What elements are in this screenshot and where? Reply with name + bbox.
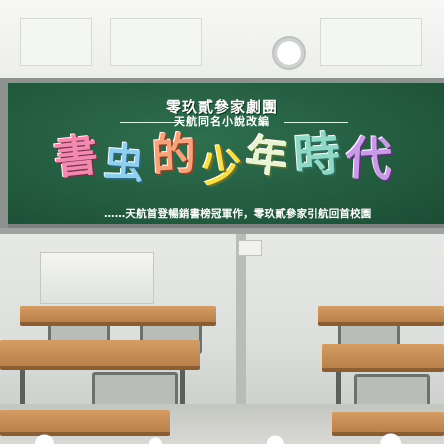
desk xyxy=(0,340,200,370)
title-char: 的 xyxy=(150,128,198,183)
tagline: ……天航首登暢銷書榜冠軍作，零玖貳參家引航回首校園 xyxy=(104,208,372,220)
torn-paper-edge xyxy=(0,424,444,444)
pillar xyxy=(236,234,246,444)
window xyxy=(20,18,92,66)
chalkboard-frame xyxy=(0,78,8,230)
title-char: 書 xyxy=(51,129,101,186)
title-char: 少 xyxy=(198,138,246,193)
title-char: 代 xyxy=(344,130,394,188)
classroom-wall xyxy=(0,0,444,80)
subtitle-divider-right xyxy=(284,122,348,123)
desk-leg xyxy=(336,372,341,404)
chalk-ledge xyxy=(0,228,444,234)
chair xyxy=(92,372,178,408)
chalkboard xyxy=(0,78,444,230)
desk-leg xyxy=(180,370,185,404)
wall-outlet-icon xyxy=(238,240,262,256)
show-title: 書 虫 的 少 年 時 代 xyxy=(48,126,408,194)
subtitle: 天航同名小說改編 xyxy=(174,115,270,128)
wall-clock-icon xyxy=(272,36,306,70)
desk xyxy=(20,306,216,326)
title-char: 虫 xyxy=(102,138,146,189)
troupe-name: 零玖貳參家劇團 xyxy=(165,98,278,116)
window xyxy=(320,18,422,66)
title-char: 時 xyxy=(292,126,342,184)
window xyxy=(110,18,202,66)
desk-leg xyxy=(20,370,25,404)
desk xyxy=(322,344,444,372)
cabinet xyxy=(40,252,154,304)
desk xyxy=(318,306,444,326)
title-char: 年 xyxy=(243,129,291,184)
subtitle-divider-left xyxy=(120,122,184,123)
chair xyxy=(354,374,430,408)
